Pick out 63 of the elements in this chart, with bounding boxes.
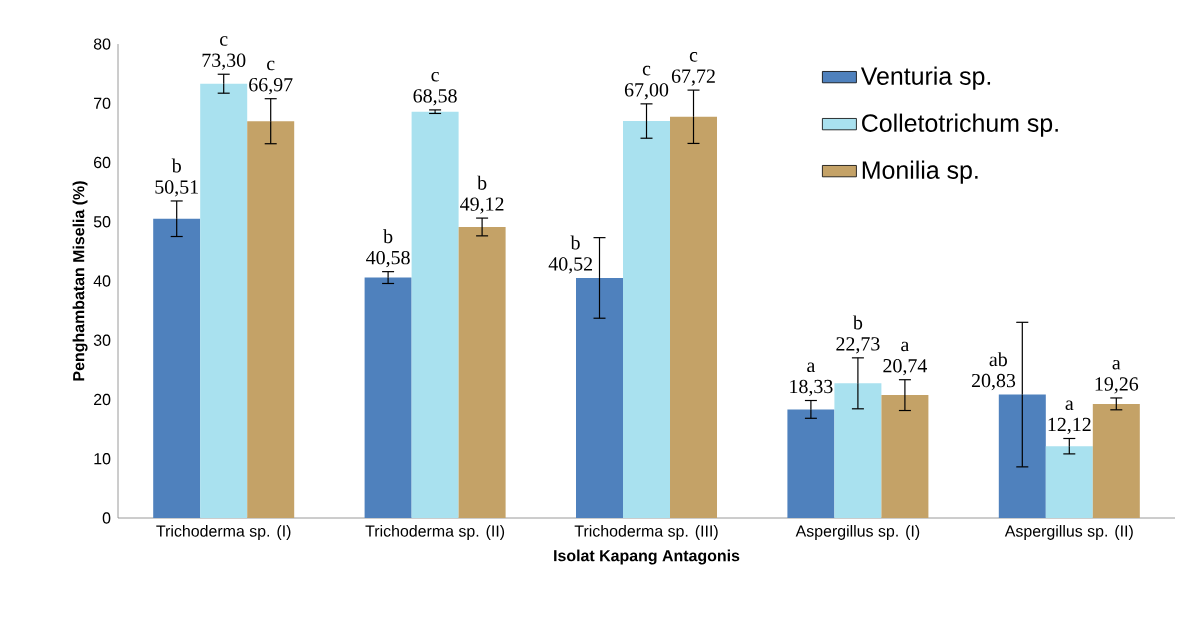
y-tick-label: 20: [94, 393, 111, 406]
x-tick-label: Aspergillus sp. (II): [1004, 525, 1133, 540]
bar: [881, 395, 929, 518]
data-label: 49,12: [460, 197, 504, 214]
annotation: b: [383, 229, 393, 244]
data-label: 50,51: [155, 180, 198, 197]
bar: [1045, 446, 1093, 518]
annotation: c: [642, 65, 651, 76]
annotation: b: [477, 175, 487, 190]
data-label: 40,52: [548, 257, 593, 274]
data-label: 68,58: [413, 89, 457, 106]
y-tick-label: 40: [93, 275, 111, 287]
annotation: c: [267, 60, 275, 71]
bar: [576, 277, 624, 518]
annotation: ab: [989, 352, 1007, 367]
y-tick-label: 30: [93, 334, 111, 346]
bar: [623, 121, 671, 518]
bar: [247, 121, 295, 518]
data-label: 67,00: [624, 83, 669, 100]
annotation: b: [852, 315, 863, 330]
y-tick-label: 10: [94, 453, 111, 465]
data-label: 18,33: [790, 379, 833, 397]
annotation: c: [220, 36, 228, 46]
y-axis-title: Penghambatan Miselia (%): [72, 181, 88, 381]
bar: [364, 277, 412, 518]
bar: [670, 116, 718, 518]
data-label: 20,74: [883, 359, 928, 376]
bar: [153, 218, 201, 518]
data-label: 66,97: [249, 78, 293, 95]
bar: [458, 226, 506, 518]
y-tick-label: 60: [94, 156, 111, 169]
data-label: 22,73: [836, 337, 880, 354]
bar: [787, 409, 835, 518]
data-label: 67,72: [671, 69, 715, 86]
legend-label: Venturia sp.: [860, 66, 991, 90]
data-label: 12,12: [1048, 417, 1091, 435]
y-tick-label: 70: [94, 97, 111, 109]
annotation: c: [689, 52, 698, 62]
y-tick-label: 0: [102, 512, 111, 524]
x-tick-label: Trichoderma sp. (III): [574, 525, 718, 540]
data-label: 40,58: [366, 250, 410, 268]
annotation: b: [570, 235, 580, 250]
data-label: 20,83: [971, 373, 1016, 391]
annotation: a: [1112, 360, 1121, 370]
y-tick-label: 80: [93, 38, 111, 50]
bar: [200, 83, 248, 518]
x-tick-label: Aspergillus sp. (I): [795, 525, 920, 540]
annotation: a: [807, 362, 816, 373]
y-tick-label: 50: [93, 216, 111, 228]
annotation: c: [431, 71, 439, 82]
legend-label: Colletotrichum sp.: [862, 113, 1058, 137]
x-tick-label: Trichoderma sp. (I): [156, 525, 291, 540]
annotation: a: [901, 341, 910, 352]
bar: [834, 383, 882, 518]
data-label: 19,26: [1095, 377, 1139, 394]
bar: [411, 111, 459, 518]
data-label: 73,30: [202, 53, 246, 70]
legend-label: Monilia sp.: [862, 160, 978, 184]
x-tick-label: Trichoderma sp. (II): [365, 525, 505, 540]
annotation: a: [1065, 400, 1074, 411]
x-axis-title: Isolat Kapang Antagonis: [554, 549, 740, 565]
bar: [1092, 403, 1140, 518]
annotation: b: [171, 158, 181, 173]
